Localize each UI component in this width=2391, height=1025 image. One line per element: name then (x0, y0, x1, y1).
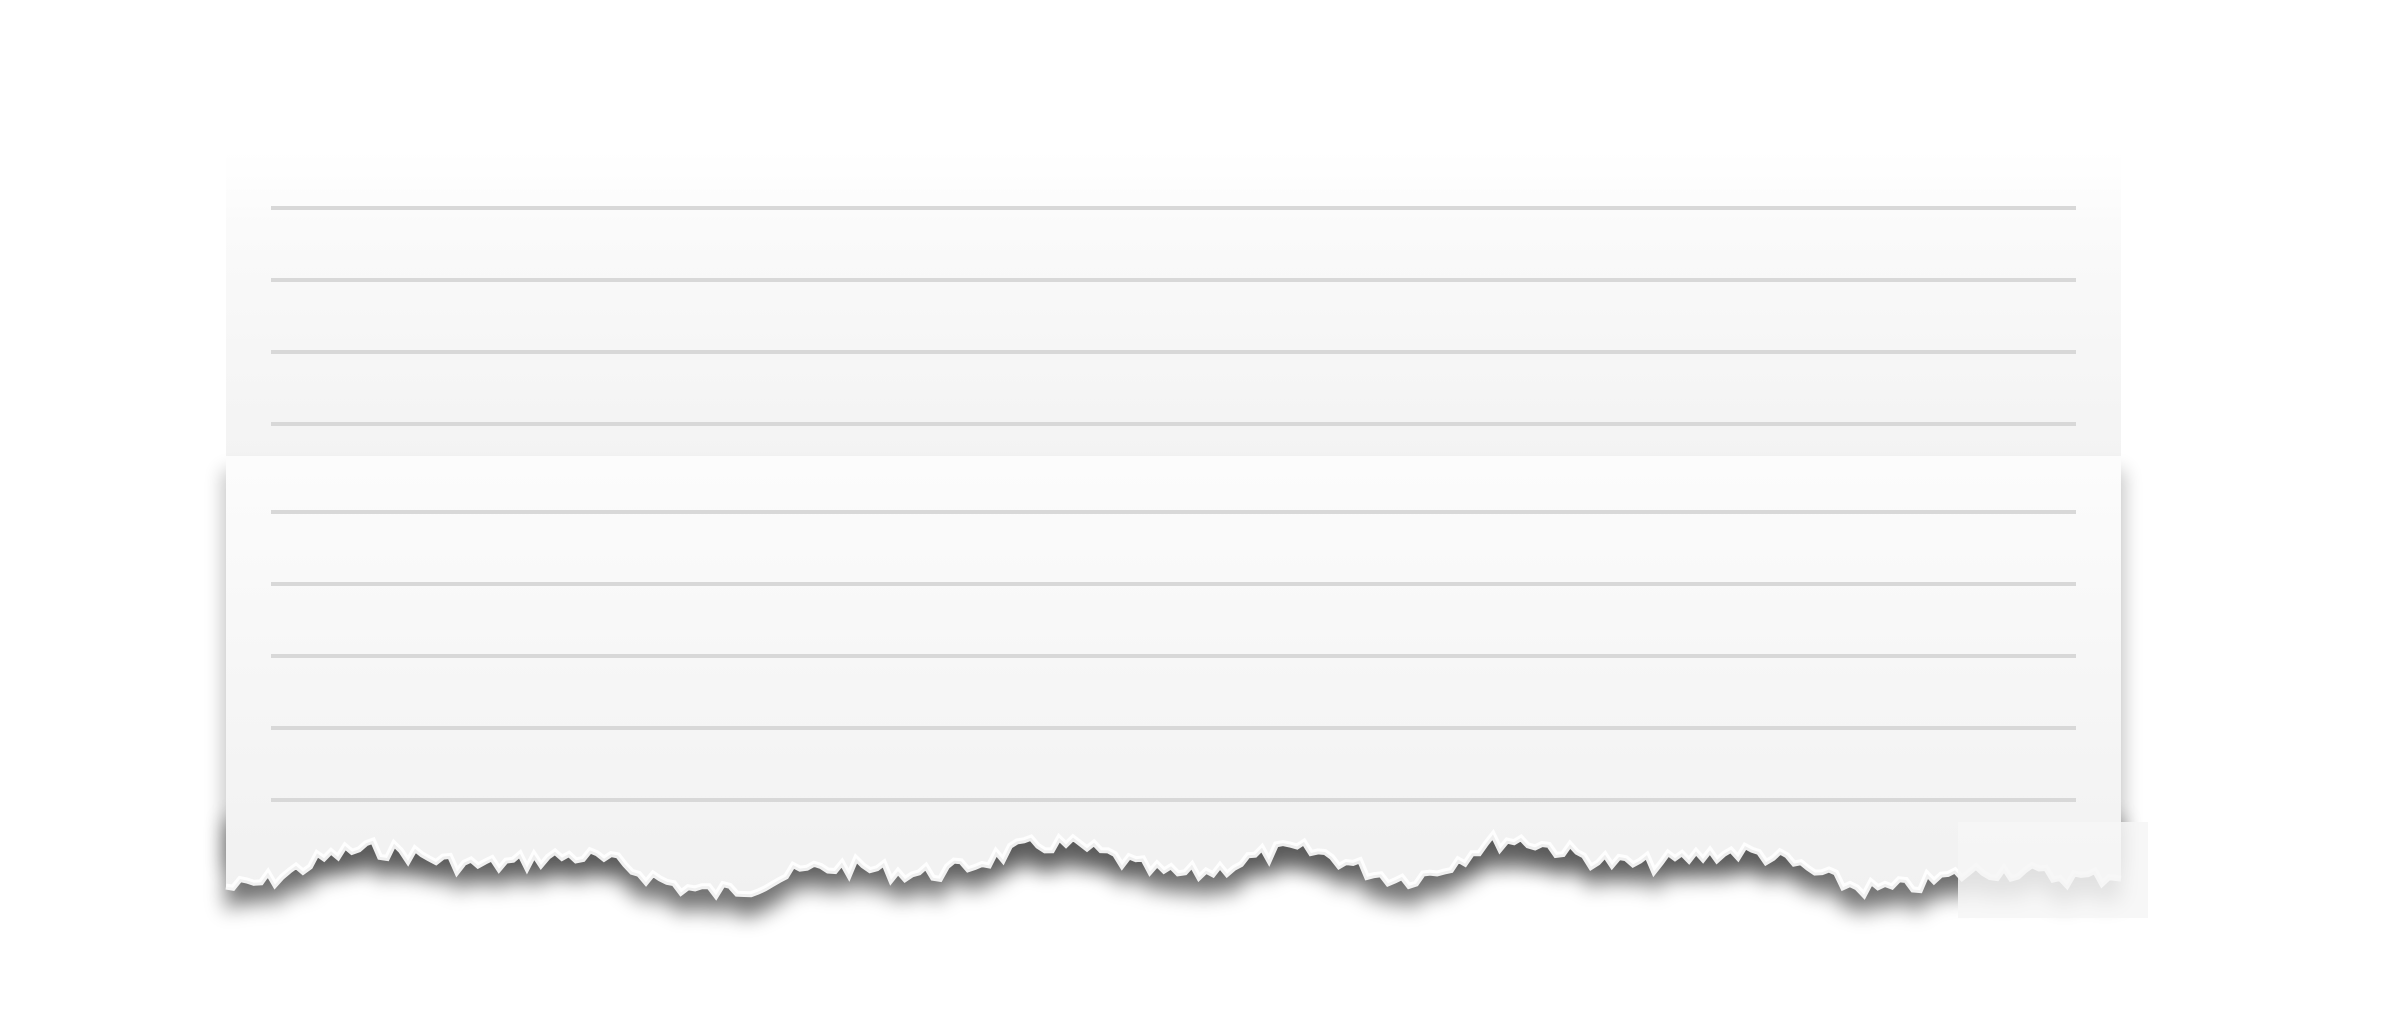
faded-paper-sheet (226, 150, 2121, 456)
paper-rule-lines (271, 510, 2076, 802)
faded-rule-lines (271, 206, 2076, 426)
torn-paper-sheet (226, 456, 2121, 896)
torn-edge-highlight (225, 828, 2122, 901)
paper-scrap (1958, 822, 2148, 918)
